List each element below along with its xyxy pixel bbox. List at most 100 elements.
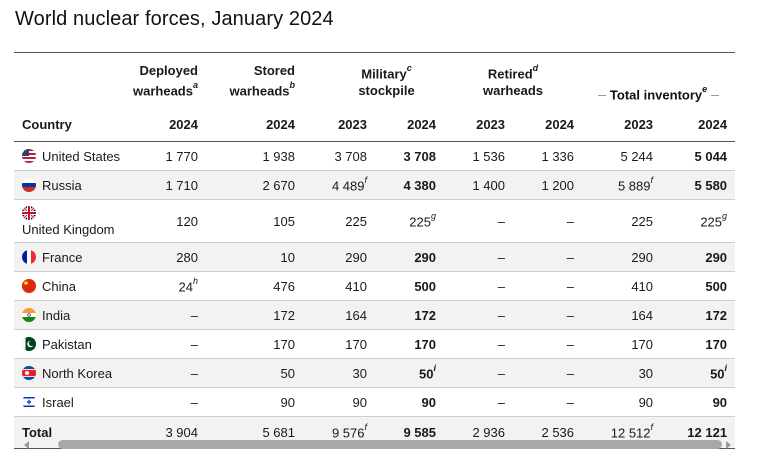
cell-military-2024: 170 (375, 329, 445, 359)
table-row: United Kingdom 120 105 225 225g – – 225 … (14, 199, 736, 243)
cell-military-2024: 3 708 (375, 141, 445, 171)
cell-military-2024: 500 (375, 271, 445, 301)
cell-military-2023: 290 (303, 242, 375, 272)
header-row-groups: Deployed warheadsa Stored warheadsb Mili… (14, 52, 736, 108)
cell-retired-2023: – (444, 358, 514, 388)
cell-total-2024: 50i (661, 358, 736, 388)
cell-total-2023: 5 889f (582, 170, 662, 200)
cell-total-2023: 170 (582, 329, 662, 359)
page-title: World nuclear forces, January 2024 (15, 8, 334, 30)
header-military: Militaryc stockpile (303, 52, 445, 108)
scrollbar-thumb[interactable] (58, 440, 722, 449)
uk-flag-icon (22, 205, 36, 220)
cell-total-2023: 290 (582, 242, 662, 272)
cell-retired-2024: 1 336 (513, 141, 583, 171)
france-flag-icon (22, 249, 36, 264)
cell-military-2024: 90 (375, 387, 445, 417)
year-retired-2024: 2024 (513, 108, 583, 142)
total-row: Total 3 904 5 681 9 576f 9 585 2 936 2 5… (14, 416, 736, 449)
country-cell: United Kingdom (14, 199, 127, 243)
cell-retired-2024: – (513, 300, 583, 330)
country-cell: Pakistan (14, 329, 127, 359)
year-retired-2023: 2023 (444, 108, 514, 142)
country-cell: Russia (14, 170, 127, 200)
cell-deployed: – (127, 387, 206, 417)
year-military-2024: 2024 (375, 108, 445, 142)
cell-total-2023: 90 (582, 387, 662, 417)
north-korea-flag-icon (22, 365, 36, 380)
cell-deployed: – (127, 300, 206, 330)
year-total-2024: 2024 (661, 108, 736, 142)
header-deployed: Deployed warheadsa (127, 52, 206, 108)
cell-stored: 10 (206, 242, 303, 272)
scroll-left-arrow-icon[interactable] (24, 441, 29, 449)
us-flag-icon (22, 148, 36, 163)
cell-deployed: – (127, 329, 206, 359)
cell-deployed: – (127, 358, 206, 388)
cell-total-2024: 500 (661, 271, 736, 301)
cell-retired-2024: – (513, 329, 583, 359)
cell-retired-2023: – (444, 329, 514, 359)
china-flag-icon (22, 278, 36, 293)
table-row: United States 1 770 1 938 3 708 3 708 1 … (14, 141, 736, 171)
country-cell: China (14, 271, 127, 301)
pakistan-flag-icon (22, 336, 36, 351)
cell-deployed: 120 (127, 199, 206, 243)
table-row: Pakistan – 170 170 170 – – 170 170 (14, 329, 736, 359)
cell-retired-2024: – (513, 199, 583, 243)
cell-military-2023: 4 489f (303, 170, 375, 200)
country-cell: India (14, 300, 127, 330)
cell-total-2023: 225 (582, 199, 662, 243)
table-row: France 280 10 290 290 – – 290 290 (14, 242, 736, 272)
russia-flag-icon (22, 177, 36, 192)
cell-retired-2023: 1 536 (444, 141, 514, 171)
cell-retired-2023: 1 400 (444, 170, 514, 200)
cell-total-2023: 410 (582, 271, 662, 301)
cell-deployed: 1 770 (127, 141, 206, 171)
cell-military-2024: 4 380 (375, 170, 445, 200)
cell-total-2024: 90 (661, 387, 736, 417)
cell-total-2024: 170 (661, 329, 736, 359)
table-row: Russia 1 710 2 670 4 489f 4 380 1 400 1 … (14, 170, 736, 200)
cell-retired-2024: – (513, 358, 583, 388)
cell-military-2023: 170 (303, 329, 375, 359)
cell-total-2024: 290 (661, 242, 736, 272)
cell-retired-2023: – (444, 242, 514, 272)
cell-military-2023: 90 (303, 387, 375, 417)
table-container: Deployed warheadsa Stored warheadsb Mili… (14, 52, 736, 449)
cell-stored: 172 (206, 300, 303, 330)
header-country: Country (14, 108, 127, 142)
country-cell: Israel (14, 387, 127, 417)
country-cell: United States (14, 141, 127, 171)
cell-military-2023: 3 708 (303, 141, 375, 171)
cell-stored: 2 670 (206, 170, 303, 200)
header-blank (14, 52, 127, 108)
nuclear-forces-table: Deployed warheadsa Stored warheadsb Mili… (14, 52, 736, 449)
israel-flag-icon (22, 394, 36, 409)
year-deployed: 2024 (127, 108, 206, 142)
cell-military-2023: 30 (303, 358, 375, 388)
header-stored: Stored warheadsb (206, 52, 303, 108)
year-total-2023: 2023 (582, 108, 662, 142)
cell-deployed: 1 710 (127, 170, 206, 200)
cell-stored: 476 (206, 271, 303, 301)
cell-total-2024: 5 580 (661, 170, 736, 200)
cell-military-2023: 410 (303, 271, 375, 301)
cell-military-2024: 290 (375, 242, 445, 272)
country-cell: North Korea (14, 358, 127, 388)
cell-total-2023: 30 (582, 358, 662, 388)
cell-retired-2023: – (444, 271, 514, 301)
cell-retired-2024: – (513, 271, 583, 301)
cell-stored: 50 (206, 358, 303, 388)
table-row: North Korea – 50 30 50i – – 30 50i (14, 358, 736, 388)
cell-retired-2024: – (513, 387, 583, 417)
table-row: China 24h 476 410 500 – – 410 500 (14, 271, 736, 301)
scroll-right-arrow-icon[interactable] (726, 441, 731, 449)
cell-stored: 90 (206, 387, 303, 417)
cell-total-2024: 172 (661, 300, 736, 330)
cell-deployed: 280 (127, 242, 206, 272)
cell-stored: 105 (206, 199, 303, 243)
cell-retired-2023: – (444, 300, 514, 330)
horizontal-scrollbar[interactable] (14, 438, 735, 452)
cell-total-2023: 5 244 (582, 141, 662, 171)
